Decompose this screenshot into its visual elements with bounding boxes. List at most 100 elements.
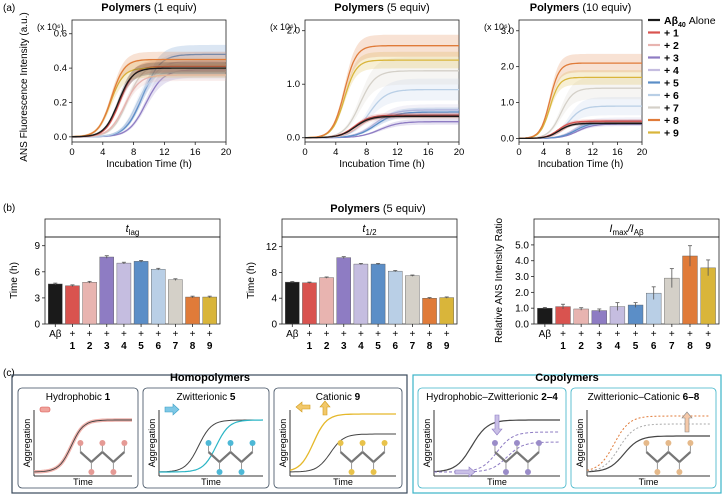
chart-title: Polymers (5 equiv) bbox=[334, 2, 429, 14]
panel-c-schematics: Homopolymers Copolymers Hydrophobic 1 Time A… bbox=[11, 372, 722, 494]
y-tick-label: 0.0 bbox=[54, 132, 67, 143]
legend-main: + 4 bbox=[664, 65, 679, 77]
y-axis-label: ANS Fluorescence Intensity (a.u.) bbox=[19, 12, 30, 162]
side-bead bbox=[502, 469, 509, 475]
chart-title-rest: (5 equiv) bbox=[384, 2, 430, 14]
side-bead bbox=[359, 440, 366, 446]
x-tick-label: + bbox=[358, 329, 364, 340]
y-tick-label: 3.0 bbox=[501, 26, 514, 37]
facet-title-main: t bbox=[362, 223, 366, 235]
chart-title-rest: (1 equiv) bbox=[151, 2, 197, 14]
side-bead bbox=[238, 469, 245, 475]
x-tick-label-num: 7 bbox=[669, 341, 675, 352]
y-multiplier: (x 10⁶) bbox=[270, 22, 297, 32]
up-arrow-icon bbox=[681, 411, 693, 433]
legend-main: + 8 bbox=[664, 115, 679, 127]
y-tick-label: 0.2 bbox=[54, 97, 67, 108]
scheme-card-3 bbox=[417, 387, 567, 489]
side-bead bbox=[348, 469, 355, 475]
side-bead bbox=[524, 469, 531, 475]
x-tick-label: + bbox=[669, 329, 675, 340]
x-tick-label: 20 bbox=[637, 147, 648, 158]
chart-legend: Aβ40 Alone+ 1+ 2+ 3+ 4+ 5+ 6+ 7+ 8+ 9 bbox=[648, 15, 716, 140]
y-tick-label: 12 bbox=[266, 242, 278, 253]
copolymers-frame bbox=[412, 374, 722, 494]
legend-label-2: + 2 bbox=[664, 40, 679, 52]
x-tick-label: + bbox=[409, 329, 415, 340]
legend-sub: 40 bbox=[678, 22, 686, 29]
x-axis-label: Incubation Time (h) bbox=[538, 159, 624, 170]
side-bead bbox=[99, 440, 106, 446]
series-line-0 bbox=[71, 67, 226, 138]
series-band-8 bbox=[519, 53, 642, 139]
series-line-7 bbox=[518, 87, 642, 140]
scheme-axis-y-label: Aggregation bbox=[147, 419, 157, 468]
x-tick-label: + bbox=[687, 329, 693, 340]
series-line-8 bbox=[71, 58, 226, 138]
scheme-title-0: Hydrophobic 1 bbox=[46, 392, 111, 403]
y-axis-label: Time (h) bbox=[9, 262, 20, 299]
side-bead bbox=[216, 469, 223, 475]
y-tick-label: 5.0 bbox=[515, 240, 529, 251]
x-tick-label: + bbox=[324, 329, 330, 340]
scheme-title-3: Hydrophobic–Zwitterionic 2–4 bbox=[426, 392, 558, 403]
legend-main: + 6 bbox=[664, 90, 679, 102]
bar-0 bbox=[285, 281, 300, 325]
bar-1 bbox=[555, 306, 571, 325]
scheme-axis-x-label: Time bbox=[333, 477, 353, 487]
series-line-8 bbox=[305, 45, 459, 139]
facet-title-main: t bbox=[126, 223, 130, 235]
bar-5 bbox=[627, 304, 644, 325]
x-tick-label: 16 bbox=[190, 147, 201, 158]
side-bead bbox=[643, 440, 650, 446]
series-band-9 bbox=[72, 58, 226, 138]
y-tick-label: 9 bbox=[34, 241, 40, 252]
x-tick-label: + bbox=[172, 329, 178, 340]
scheme-axis-y-label: Aggregation bbox=[22, 419, 32, 468]
x-tick-label-num: 6 bbox=[651, 341, 657, 352]
bar-7 bbox=[405, 275, 420, 325]
x-tick-label-num: 6 bbox=[392, 341, 398, 352]
series-band-7 bbox=[305, 57, 459, 138]
series-line-9 bbox=[305, 59, 459, 139]
x-tick-label-num: 9 bbox=[705, 341, 711, 352]
right-arrow-icon bbox=[454, 466, 476, 478]
x-tick-label: + bbox=[427, 329, 433, 340]
y-tick-label: 8 bbox=[271, 268, 277, 279]
x-tick-label: 20 bbox=[221, 147, 232, 158]
x-tick-label: 4 bbox=[541, 147, 546, 158]
x-tick-label: + bbox=[392, 329, 398, 340]
bar-3 bbox=[336, 257, 351, 325]
facet-title: tlag bbox=[126, 223, 140, 237]
x-tick-label-num: 8 bbox=[427, 341, 433, 352]
chart-title: Polymers (10 equiv) bbox=[530, 2, 632, 14]
x-tick-label: 16 bbox=[423, 147, 434, 158]
x-tick-label-num: 5 bbox=[375, 341, 381, 352]
y-tick-label: 0.6 bbox=[54, 29, 67, 40]
up-arrow-icon bbox=[319, 400, 331, 416]
scheme-title-label: Hydrophobic bbox=[46, 392, 105, 403]
x-tick-label: 16 bbox=[612, 147, 623, 158]
y-tick-label: 1.0 bbox=[501, 98, 514, 109]
facet-title-part: I bbox=[609, 223, 612, 235]
series-band-3 bbox=[72, 62, 226, 138]
legend-main: + 1 bbox=[664, 28, 679, 40]
scheme-title-num: 2–4 bbox=[541, 392, 558, 403]
y-axis-label: Time (h) bbox=[246, 262, 257, 299]
facet-title-part: /I bbox=[627, 223, 634, 235]
x-tick-label-num: 3 bbox=[341, 341, 347, 352]
facet-title-sub: 1/2 bbox=[365, 228, 377, 237]
side-bead bbox=[88, 469, 95, 475]
legend-label-6: + 6 bbox=[664, 90, 679, 102]
x-tick-label: + bbox=[70, 329, 76, 340]
legend-rest: Alone bbox=[686, 15, 716, 27]
x-tick-label: + bbox=[190, 329, 196, 340]
scheme-axis-y-label: Aggregation bbox=[422, 419, 432, 468]
left-arrow-icon bbox=[295, 401, 311, 413]
x-tick-label-num: 2 bbox=[87, 341, 93, 352]
series-band-2 bbox=[72, 69, 226, 138]
bar-0 bbox=[537, 307, 553, 325]
legend-main: + 7 bbox=[664, 103, 679, 115]
